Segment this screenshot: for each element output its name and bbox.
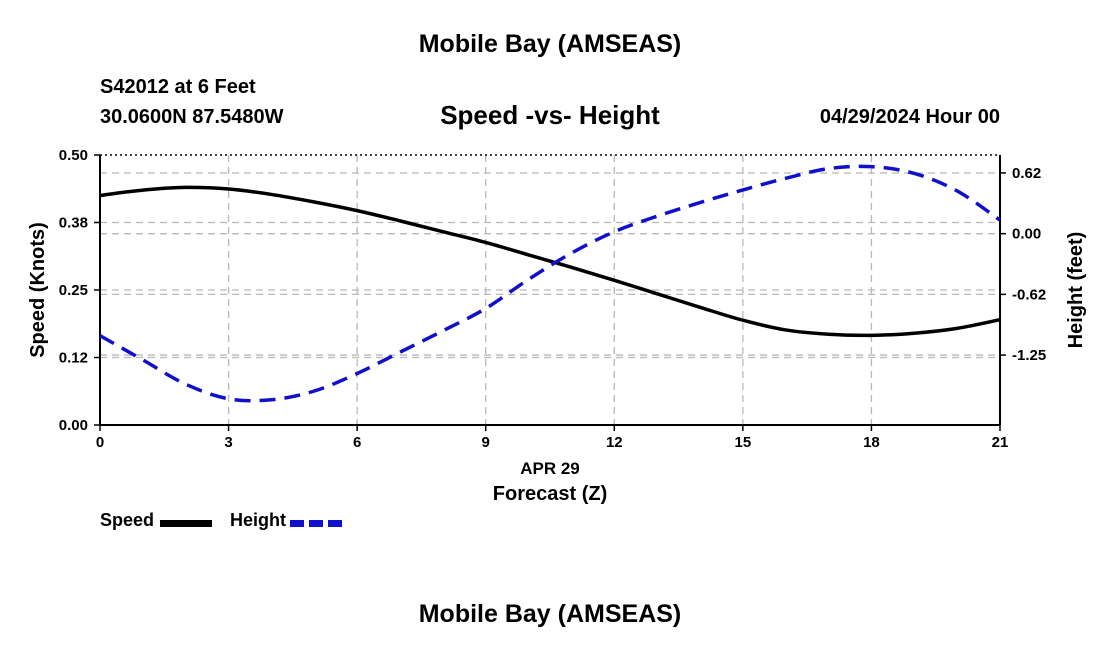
x-tick-label: 9 [482, 434, 490, 451]
y-tick-label: 0.25 [59, 282, 88, 299]
series-lines [99, 164, 1001, 403]
y2-tick-label: 0.62 [1012, 165, 1041, 182]
page-title: Mobile Bay (AMSEAS) [418, 30, 682, 58]
x-tick-label: 21 [992, 434, 1009, 451]
x-tick-label: 12 [606, 434, 623, 451]
y2-tick-label: 0.00 [1012, 226, 1041, 243]
x-axis-label: Forecast (Z) [493, 483, 607, 505]
y-tick-label: 0.00 [59, 417, 88, 434]
chart-title: Speed -vs- Height [440, 100, 660, 130]
gridlines [100, 155, 1000, 425]
y-axis-label: Speed (Knots) [27, 222, 49, 358]
station-label: S42012 at 6 Feet [100, 76, 256, 98]
legend-swatch-speed [160, 520, 212, 527]
y-tick-label: 0.50 [59, 147, 88, 164]
forecast-date-label: 04/29/2024 Hour 00 [819, 106, 1000, 128]
footer-title: Mobile Bay (AMSEAS) [418, 600, 682, 628]
series-line-height [99, 164, 1001, 403]
speed-height-chart: 0 3 6 9 12 15 18 21 0.00 0.12 0.25 0.38 0.50 0.62 0.00… [27, 147, 1087, 505]
y2-axis-label: Height (feet) [1065, 232, 1087, 349]
legend-swatch-height [290, 520, 342, 527]
legend-label-height: Height [230, 510, 286, 530]
x-tick-label: 0 [96, 434, 104, 451]
legend-label-speed: Speed [100, 510, 155, 530]
legend: Speed Height [100, 508, 400, 532]
x-tick-label: 18 [863, 434, 880, 451]
y-tick-label: 0.38 [59, 215, 88, 232]
tick-labels: 0 3 6 9 12 15 18 21 0.00 0.12 0.25 0.38 0.50 0.62 0.00… [59, 147, 1046, 451]
y2-tick-label: -1.25 [1012, 347, 1046, 364]
y2-tick-label: -0.62 [1012, 286, 1046, 303]
x-tick-label: 3 [224, 434, 232, 451]
series-line-speed [99, 185, 1001, 338]
coordinates-label: 30.0600N 87.5480W [100, 106, 284, 128]
x-date-label: APR 29 [520, 459, 580, 478]
x-tick-label: 6 [353, 434, 361, 451]
x-tick-label: 15 [735, 434, 752, 451]
y-tick-label: 0.12 [59, 350, 88, 367]
axes [94, 154, 1006, 431]
